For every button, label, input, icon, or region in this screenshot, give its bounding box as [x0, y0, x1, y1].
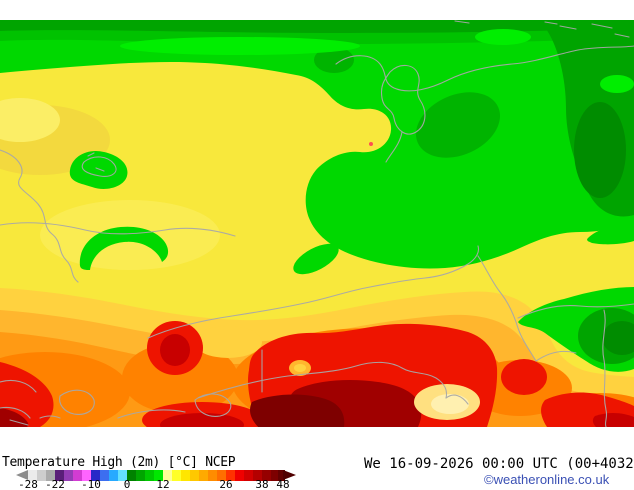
- coastlines: [0, 20, 634, 428]
- colorbar-segment: [37, 470, 46, 481]
- colorbar-tick: 48: [276, 478, 290, 490]
- green-blob-right-small: [587, 225, 634, 245]
- colorbar-segment: [208, 470, 217, 481]
- green-blob-crescent: [79, 226, 169, 270]
- colorbar-segment: [73, 470, 82, 481]
- colorbar-segment: [82, 470, 91, 481]
- colorbar-segment: [226, 470, 235, 481]
- city-dot: [369, 142, 373, 146]
- colorbar-segment: [190, 470, 199, 481]
- temperature-map: [0, 20, 634, 438]
- colorbar-tick: -28: [18, 478, 38, 490]
- colorbar-segment: [91, 470, 100, 481]
- colorbar-segment: [136, 470, 145, 481]
- colorbar-segment: [172, 470, 181, 481]
- colorbar-segment: [163, 470, 172, 481]
- colorbar-segment: [145, 470, 154, 481]
- colorbar-segment: [46, 470, 55, 481]
- colorbar-tick: 38: [255, 478, 269, 490]
- colorbar-tick: -10: [81, 478, 101, 490]
- colorbar-tick: 12: [156, 478, 170, 490]
- region-green-north: [0, 20, 634, 275]
- run-datetime-label: We 16-09-2026 00:00 UTC (00+4032: [364, 456, 634, 472]
- copyright-label: ©weatheronline.co.uk: [484, 472, 610, 487]
- colorbar-tick: 26: [219, 478, 233, 490]
- colorbar-segment: [271, 470, 278, 481]
- colorbar-segment: [118, 470, 127, 481]
- colorbar-segment: [100, 470, 109, 481]
- colorbar-segment: [278, 470, 285, 481]
- legend-title: Temperature High (2m) [°C] NCEP: [2, 455, 236, 470]
- region-maroon-darkest: [250, 394, 345, 427]
- colorbar-segment: [55, 470, 64, 481]
- region-gold-patch: [194, 326, 262, 358]
- green-blob-center: [293, 243, 339, 275]
- region-pale-spot: [289, 360, 480, 420]
- colorbar-segment: [181, 470, 190, 481]
- colorbar-segment: [154, 470, 163, 481]
- colorbar-segments: [28, 470, 285, 481]
- colorbar-segment: [109, 470, 118, 481]
- colorbar-tick: -22: [45, 478, 65, 490]
- colorbar-segment: [253, 470, 262, 481]
- colorbar-segment: [244, 470, 253, 481]
- colorbar-segment: [127, 470, 136, 481]
- colorbar-ticks: -28 -22 -10 0 12 26 38 48: [0, 478, 634, 490]
- green-blob-island: [69, 150, 128, 189]
- colorbar-arrow-right: [283, 470, 296, 480]
- colorbar-arrow-left: [16, 470, 28, 480]
- colorbar-tick: 0: [123, 478, 131, 490]
- colorbar-segment: [262, 470, 271, 481]
- region-green-southeast: [518, 287, 634, 372]
- temperature-map-svg: [0, 20, 634, 438]
- region-green-highlights: [120, 29, 634, 93]
- colorbar-segment: [64, 470, 73, 481]
- colorbar-segment: [199, 470, 208, 481]
- colorbar-segment: [28, 470, 37, 481]
- colorbar-segment: [217, 470, 226, 481]
- colorbar-segment: [235, 470, 244, 481]
